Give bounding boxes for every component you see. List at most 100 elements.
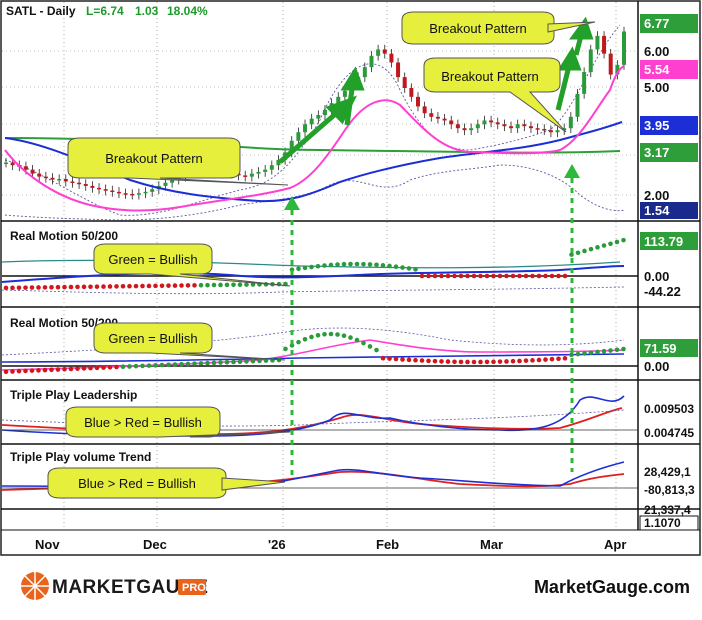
- candle-body: [376, 49, 381, 56]
- motion-dot: [81, 366, 87, 371]
- motion-dot: [88, 365, 93, 371]
- candle-body: [575, 93, 580, 117]
- candle-body: [143, 191, 148, 194]
- motion-dot: [393, 356, 399, 362]
- motion-dot: [3, 369, 9, 375]
- motion-dot: [75, 284, 80, 290]
- motion-dot: [491, 359, 496, 365]
- motion-dot: [127, 283, 132, 289]
- motion-dot: [432, 273, 438, 279]
- motion-dot: [107, 364, 113, 370]
- y-tick: 5.00: [644, 80, 669, 95]
- motion-dot: [348, 335, 353, 340]
- motion-dot: [166, 362, 171, 368]
- logo-globe-icon: [21, 572, 49, 600]
- motion-dot: [166, 283, 171, 288]
- motion-dot: [81, 284, 87, 290]
- motion-dot: [146, 363, 152, 368]
- panel-title: Real Motion 50/200: [10, 229, 118, 243]
- motion-dot: [556, 356, 561, 362]
- motion-dot: [452, 273, 457, 279]
- candle-body: [509, 126, 514, 129]
- motion-dot: [94, 365, 100, 371]
- candle-body: [602, 35, 607, 54]
- motion-dot: [413, 357, 418, 363]
- motion-dot: [523, 358, 529, 363]
- motion-dot: [354, 337, 360, 343]
- motion-dot: [101, 284, 106, 289]
- candle-body: [30, 169, 35, 174]
- motion-dot: [621, 237, 626, 243]
- motion-dot: [192, 283, 197, 288]
- candle-body: [130, 193, 135, 196]
- motion-dot: [445, 359, 451, 364]
- motion-dot: [224, 359, 230, 365]
- candle-body: [582, 72, 587, 94]
- motion-dot: [530, 273, 535, 279]
- price-box-tpv-label: 28,429,1: [644, 465, 691, 479]
- website-link[interactable]: MarketGauge.com: [534, 577, 690, 597]
- motion-dot: [250, 358, 256, 364]
- motion-dot: [517, 358, 522, 364]
- price-box-rm1-low: -44.22: [644, 284, 681, 299]
- motion-dot: [341, 333, 347, 339]
- candle-body: [409, 88, 414, 97]
- motion-dot: [491, 273, 496, 279]
- motion-dot: [335, 262, 340, 267]
- candle-body: [316, 115, 321, 119]
- price-box-ma200-label: 3.17: [644, 145, 669, 160]
- price-box-rm1-zero: 0.00: [644, 269, 669, 284]
- motion-dot: [608, 241, 613, 247]
- motion-dot: [588, 246, 594, 252]
- motion-dot: [205, 360, 210, 366]
- motion-dot: [426, 358, 431, 364]
- motion-dot: [595, 245, 600, 250]
- x-tick: Apr: [604, 537, 626, 552]
- price-box-lower-label: 1.54: [644, 203, 670, 218]
- motion-dot: [374, 262, 379, 268]
- candle-body: [535, 128, 540, 130]
- price-box-p5-label: 21,337,4: [644, 503, 691, 517]
- motion-dot: [439, 359, 444, 364]
- motion-dot: [218, 360, 223, 365]
- motion-dot: [328, 331, 334, 337]
- motion-dot: [569, 352, 574, 358]
- motion-dot: [244, 359, 249, 364]
- motion-dot: [185, 283, 191, 288]
- motion-dot: [159, 283, 165, 289]
- motion-dot: [387, 263, 392, 269]
- motion-dot: [3, 285, 9, 291]
- callout-blue-red-1: Blue > Red = Bullish: [65, 406, 291, 438]
- candle-body: [588, 49, 593, 73]
- motion-dot: [543, 273, 548, 279]
- callout-green-bullish-2: Green = Bullish: [93, 322, 286, 361]
- motion-dot: [16, 368, 22, 374]
- motion-dot: [218, 282, 223, 288]
- symbol-label: SATL - Daily: [6, 4, 76, 18]
- motion-dot: [497, 359, 503, 364]
- indicator-panel-5: 21,337,4 1.1070: [639, 503, 699, 531]
- candle-body: [309, 118, 314, 125]
- price-box-rm2: [640, 339, 698, 357]
- price-box-ma50-label: 3.95: [644, 118, 669, 133]
- motion-dot: [133, 283, 139, 289]
- motion-dot: [478, 359, 483, 365]
- motion-dot: [335, 332, 340, 337]
- motion-dot: [562, 356, 568, 361]
- motion-dot: [10, 285, 15, 291]
- price-y-axis: 6.00 5.00 2.00: [644, 44, 669, 203]
- motion-dot: [465, 273, 470, 279]
- motion-dot: [120, 284, 126, 289]
- callout-text: Green = Bullish: [108, 331, 197, 346]
- motion-dot: [68, 366, 74, 372]
- price-box-ma200: [640, 143, 698, 162]
- motion-dot: [49, 284, 54, 290]
- motion-dot: [172, 283, 178, 288]
- callout-text: Green = Bullish: [108, 252, 197, 267]
- candle-body: [562, 128, 567, 131]
- motion-dot: [530, 358, 535, 363]
- marketgauge-logo: MARKETGAUGE PRO: [21, 572, 208, 600]
- motion-dot: [192, 361, 197, 366]
- candle-body: [342, 90, 347, 97]
- candle-body: [276, 159, 281, 166]
